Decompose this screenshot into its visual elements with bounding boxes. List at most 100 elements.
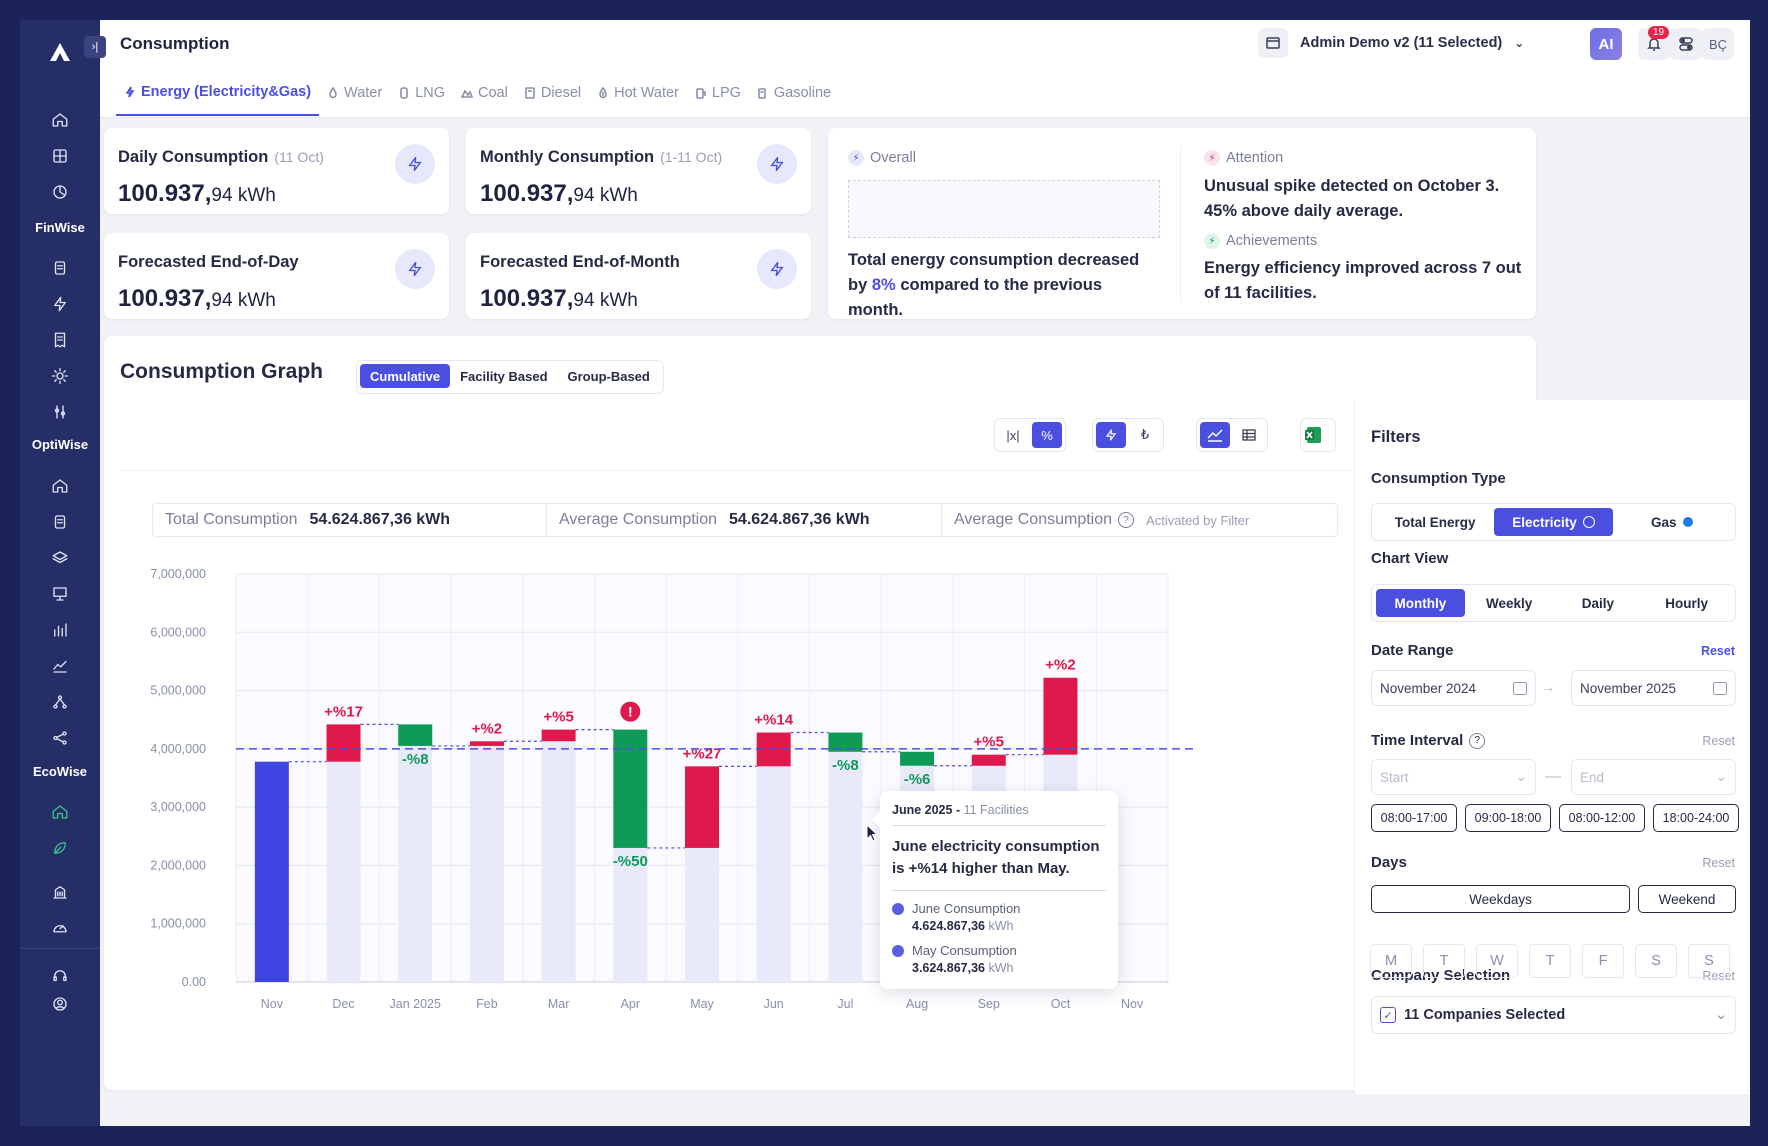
change-label: +%2 [472, 720, 502, 737]
tab-diesel[interactable]: Diesel [516, 70, 589, 116]
view-weekly-button[interactable]: Weekly [1485, 595, 1533, 611]
tab-energy[interactable]: Energy (Electricity&Gas) [116, 70, 320, 116]
currency-unit-button[interactable]: ₺ [1140, 427, 1150, 442]
help-icon[interactable]: ? [1469, 732, 1486, 749]
change-label: +%2 [1045, 657, 1075, 674]
chart-view-button[interactable] [1200, 422, 1230, 448]
clipboard-icon[interactable] [44, 252, 76, 284]
excel-export-button[interactable] [1300, 418, 1336, 452]
view-daily-button[interactable]: Daily [1581, 595, 1615, 611]
time-chip[interactable]: 18:00-24:00 [1653, 804, 1739, 832]
fuel-icon [525, 87, 535, 99]
y-tick-label: 3,000,000 [150, 800, 206, 814]
leaf-icon[interactable] [44, 832, 76, 864]
tab-label: LPG [711, 85, 741, 101]
date-range-reset-link[interactable]: Reset [1700, 644, 1735, 658]
building-icon[interactable] [44, 876, 76, 908]
energy-unit-button[interactable] [1096, 422, 1126, 448]
radio-ring-icon [1582, 516, 1595, 528]
tooltip-previous-row: May Consumption 3.624.867,36 kWh [892, 943, 1106, 975]
sun-icon[interactable] [44, 360, 76, 392]
organization-selector[interactable]: Admin Demo v2 (11 Selected) ⌄ [1258, 28, 1524, 58]
ai-assistant-button[interactable]: AI [1590, 28, 1622, 60]
gauge-icon[interactable] [44, 912, 76, 944]
analytics-icon[interactable] [44, 176, 76, 208]
type-total-energy-button[interactable]: Total Energy [1376, 508, 1494, 536]
type-electricity-button[interactable]: Electricity [1494, 508, 1613, 536]
tab-hot-water[interactable]: Hot Water [589, 70, 687, 116]
day-toggle-sunday[interactable]: S [1688, 944, 1730, 978]
view-hourly-button[interactable]: Hourly [1665, 595, 1708, 611]
bolt-icon [395, 144, 435, 184]
time-chip[interactable]: 08:00-17:00 [1371, 804, 1457, 832]
clipboard-icon[interactable] [44, 506, 76, 538]
mode-facility-button[interactable]: Facility Based [460, 368, 548, 384]
tab-lpg[interactable]: LPG [687, 70, 749, 116]
time-chip[interactable]: 09:00-18:00 [1465, 804, 1551, 832]
tab-label: Hot Water [614, 85, 679, 101]
tab-coal[interactable]: Coal [453, 70, 516, 116]
tooltip-month: June 2025 [892, 803, 953, 817]
filters-panel: Filters Consumption Type Total Energy El… [1354, 400, 1750, 1094]
share-icon[interactable] [44, 722, 76, 754]
table-view-button[interactable] [1234, 422, 1264, 448]
mode-cumulative-button[interactable]: Cumulative [360, 364, 451, 388]
view-monthly-button[interactable]: Monthly [1376, 589, 1465, 617]
change-label: +%5 [974, 734, 1004, 751]
company-select[interactable]: ✓ 11 Companies Selected ⌄ [1371, 996, 1736, 1034]
overall-text: compared to the previous month. [848, 276, 1103, 319]
tooltip-arrow [872, 811, 880, 827]
mode-group-button[interactable]: Group-Based [567, 368, 650, 384]
bar-chart-icon[interactable] [44, 614, 76, 646]
range-arrow-icon: → [1541, 679, 1555, 695]
change-label: -%50 [613, 853, 648, 870]
day-toggle-tuesday[interactable]: T [1423, 944, 1465, 978]
mouse-cursor-icon [866, 824, 879, 842]
day-toggle-monday[interactable]: M [1370, 944, 1412, 978]
weekend-button[interactable]: Weekend [1638, 885, 1736, 913]
end-time-select[interactable]: End ⌄ [1571, 759, 1736, 795]
home-icon[interactable] [44, 470, 76, 502]
home-icon[interactable] [44, 796, 76, 828]
tab-label: Energy (Electricity&Gas) [141, 84, 312, 100]
date-to-field[interactable]: November 2025 [1571, 670, 1736, 706]
invoice-icon[interactable] [44, 324, 76, 356]
toggle-settings-icon[interactable] [1670, 28, 1702, 60]
tab-gasoline[interactable]: Gasoline [749, 70, 839, 116]
achievements-text: Energy efficiency improved across 7 out … [1204, 259, 1522, 302]
bolt-icon[interactable] [44, 288, 76, 320]
percentage-button[interactable]: % [1032, 422, 1062, 448]
line-chart-icon[interactable] [44, 650, 76, 682]
home-icon[interactable] [44, 104, 76, 136]
type-gas-button[interactable]: Gas [1613, 508, 1731, 536]
absolute-value-button[interactable]: |x| [1006, 427, 1020, 443]
network-icon[interactable] [44, 686, 76, 718]
day-toggle-thursday[interactable]: T [1529, 944, 1571, 978]
day-toggle-friday[interactable]: F [1582, 944, 1624, 978]
time-chip[interactable]: 08:00-12:00 [1559, 804, 1645, 832]
presentation-icon[interactable] [44, 578, 76, 610]
sidebar-collapse-button[interactable]: ›| [84, 36, 106, 58]
start-time-select[interactable]: Start ⌄ [1371, 759, 1536, 795]
user-settings-icon[interactable] [44, 988, 76, 1020]
bolt-icon [757, 249, 797, 289]
company-reset-link[interactable]: Reset [1702, 969, 1735, 983]
bar-ghost [469, 745, 504, 982]
day-toggle-saturday[interactable]: S [1635, 944, 1677, 978]
grid-icon[interactable] [44, 140, 76, 172]
weekdays-button[interactable]: Weekdays [1371, 885, 1630, 913]
sliders-icon[interactable] [44, 396, 76, 428]
tooltip-previous-value: 3.624.867,36 [912, 961, 985, 975]
time-interval-reset-link[interactable]: Reset [1702, 734, 1735, 748]
layers-icon[interactable] [44, 542, 76, 574]
headset-icon[interactable] [44, 960, 76, 992]
overall-label: Overall [870, 150, 916, 166]
tab-water[interactable]: Water [319, 70, 390, 116]
tab-lng[interactable]: LNG [390, 70, 453, 116]
app-logo-icon[interactable] [42, 34, 78, 70]
info-icon[interactable]: ? [1118, 512, 1135, 528]
days-reset-link[interactable]: Reset [1702, 856, 1735, 870]
day-toggle-wednesday[interactable]: W [1476, 944, 1518, 978]
user-avatar[interactable]: BÇ [1702, 28, 1734, 60]
date-from-field[interactable]: November 2024 [1371, 670, 1536, 706]
